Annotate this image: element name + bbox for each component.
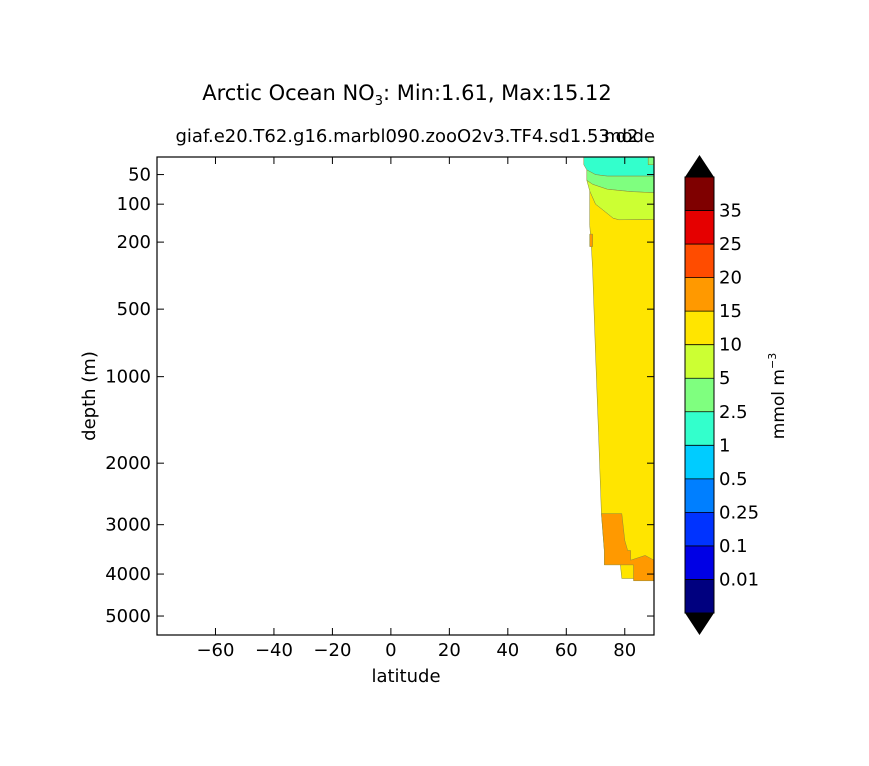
chart-subtitle-overlap: mode (604, 126, 655, 147)
colorbar-segment (685, 411, 714, 446)
colorbar-extend-bottom (685, 613, 714, 635)
y-tick-label: 1000 (105, 367, 151, 388)
colorbar-extend-top (685, 155, 714, 177)
colorbar-segment (685, 378, 714, 412)
y-tick-label: 500 (117, 299, 151, 320)
colorbar-tick-label: 5 (719, 368, 730, 389)
chart-title: Arctic Ocean NO3: Min:1.61, Max:15.12 (202, 81, 612, 109)
x-tick-label: 80 (613, 640, 636, 661)
colorbar-segment (685, 445, 714, 479)
x-tick-label: 60 (555, 640, 578, 661)
colorbar-segment (685, 277, 714, 312)
x-tick-label: −40 (255, 640, 293, 661)
colorbar-segment (685, 545, 714, 580)
colorbar-frame (684, 176, 715, 614)
x-tick-label: −20 (313, 640, 351, 661)
colorbar-tick-label: 0.25 (719, 502, 759, 523)
contour-regions (583, 156, 655, 582)
x-tick-label: 40 (496, 640, 519, 661)
x-axis-label: latitude (371, 666, 440, 687)
y-tick-label: 5000 (105, 606, 151, 627)
colorbar-segment (685, 512, 714, 546)
colorbar-segment (685, 478, 714, 513)
plot-area: −60 −40 −20 0 20 40 60 80 50 100 200 500 1000 2000 30… (105, 156, 655, 661)
colorbar-tick-labels: 0.01 0.1 0.25 0.5 1 2.5 5 10 15 20 25 35 (719, 201, 759, 591)
contour-region-2.5-5 (583, 156, 655, 177)
colorbar-segments (684, 155, 715, 635)
colorbar-segment (685, 177, 714, 211)
y-axis-ticks: 50 100 200 500 1000 2000 3000 4000 5000 (105, 165, 654, 627)
colorbar-label: mmol m−3 (766, 353, 789, 439)
x-axis-ticks: −60 −40 −20 0 20 40 60 80 (196, 157, 636, 661)
colorbar-tick-label: 1 (719, 435, 730, 456)
colorbar-segment (685, 579, 714, 613)
colorbar-tick-label: 35 (719, 201, 742, 222)
colorbar-tick-label: 0.5 (719, 469, 748, 490)
colorbar-tick-label: 25 (719, 234, 742, 255)
y-tick-label: 3000 (105, 515, 151, 536)
contour-region-20-25 (601, 513, 655, 582)
contour-region-5-10 (647, 156, 655, 165)
colorbar-tick-label: 15 (719, 301, 742, 322)
x-tick-label: −60 (196, 640, 234, 661)
colorbar-tick-label: 2.5 (719, 402, 748, 423)
x-tick-label: 0 (385, 640, 396, 661)
colorbar-segment (685, 344, 714, 379)
y-tick-label: 2000 (105, 453, 151, 474)
colorbar-tick-label: 10 (719, 335, 742, 356)
chart-subtitle: giaf.e20.T62.g16.marbl090.zooO2v3.TF4.sd… (176, 126, 639, 147)
plot-frame (156, 156, 655, 636)
colorbar-tick-label: 0.1 (719, 536, 748, 557)
y-axis-label: depth (m) (79, 351, 100, 441)
colorbar-tick-label: 20 (719, 268, 742, 289)
contour-region-20-25 (589, 233, 593, 247)
y-tick-label: 100 (117, 194, 151, 215)
x-tick-label: 20 (438, 640, 461, 661)
colorbar-segment (685, 311, 714, 345)
y-tick-label: 200 (117, 232, 151, 253)
colorbar-segment (685, 244, 714, 278)
colorbar-tick-label: 0.01 (719, 569, 759, 590)
colorbar: 0.01 0.1 0.25 0.5 1 2.5 5 10 15 20 25 35 mmol m−3 (684, 155, 789, 635)
plot-background (157, 157, 654, 635)
y-tick-label: 50 (128, 165, 151, 186)
colorbar-segment (685, 210, 714, 245)
y-tick-label: 4000 (105, 564, 151, 585)
